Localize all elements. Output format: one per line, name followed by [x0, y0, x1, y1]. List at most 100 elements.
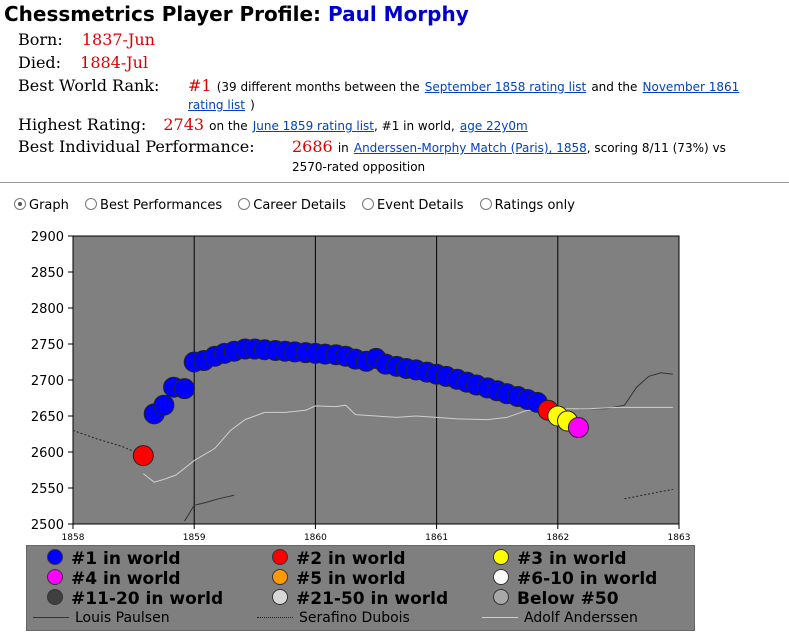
legend-line-paulsen: Louis Paulsen — [33, 610, 170, 626]
magenta-dot-icon — [47, 569, 63, 585]
legend-label: #4 in world — [71, 569, 181, 589]
november-1861-link[interactable]: November 1861 — [642, 80, 740, 94]
highest-rating-row: Highest Rating: 2743 on the June 1859 ra… — [18, 115, 528, 134]
title-prefix: Chessmetrics Player Profile: — [4, 2, 322, 26]
legend-label: #6-10 in world — [517, 569, 658, 589]
data-point — [153, 394, 175, 416]
radio-ratings-only[interactable]: Ratings only — [479, 198, 575, 213]
born-label: Born: — [18, 30, 63, 49]
view-options: Graph Best Performances Career Details E… — [14, 198, 587, 213]
legend-entry-rank-2: #2 in world — [272, 549, 406, 569]
y-tick-label: 2500 — [31, 518, 64, 533]
died-value: 1884-Jul — [80, 53, 149, 72]
gray-dot-icon — [493, 589, 509, 605]
radio-unselected-icon[interactable] — [362, 198, 375, 210]
legend-line-dubois: Serafino Dubois — [257, 610, 410, 626]
y-tick-label: 2550 — [31, 482, 64, 497]
best-performance-text1: in — [337, 141, 349, 155]
best-performance-text2: , scoring 8/11 (73%) vs — [586, 141, 726, 155]
best-rank-row: Best World Rank: — [18, 76, 159, 95]
best-rank-detail: #1 (39 different months between the Sept… — [188, 76, 739, 95]
legend-entry-rank-5: #5 in world — [272, 569, 406, 589]
radio-unselected-icon[interactable] — [238, 198, 251, 210]
born-value: 1837-Jun — [81, 30, 155, 49]
solid-line-icon — [33, 617, 69, 618]
y-tick-label: 2850 — [31, 266, 64, 281]
born-row: Born: 1837-Jun — [18, 30, 155, 49]
legend-entry-rank-21-50: #21-50 in world — [272, 589, 448, 609]
best-rank-label: Best World Rank: — [18, 76, 160, 95]
x-tick-label: 1861 — [425, 533, 448, 542]
dotted-line-icon — [257, 617, 293, 618]
november-1861-link-line2[interactable]: rating list — [188, 98, 245, 112]
anderssen-morphy-match-link[interactable]: Anderssen-Morphy Match (Paris), 1858 — [353, 141, 587, 155]
legend-label: #5 in world — [296, 569, 406, 589]
light-gray-dot-icon — [272, 589, 288, 605]
june-1859-link[interactable]: June 1859 rating list — [252, 119, 375, 133]
best-performance-label: Best Individual Performance: — [18, 137, 255, 156]
radio-graph[interactable]: Graph — [14, 198, 69, 213]
legend-line-label: Adolf Anderssen — [524, 610, 638, 626]
data-point — [174, 378, 196, 400]
highest-rating-text2: , #1 in world, — [374, 119, 455, 133]
radio-label: Best Performances — [100, 198, 223, 213]
series-line-louis-paulsen — [578, 372, 673, 410]
best-rank-text2: and the — [591, 80, 638, 94]
age-link[interactable]: age 22y0m — [459, 119, 528, 133]
radio-event-details[interactable]: Event Details — [362, 198, 464, 213]
legend-line-anderssen: Adolf Anderssen — [482, 610, 638, 626]
legend-label: #1 in world — [71, 549, 181, 569]
yellow-dot-icon — [493, 549, 509, 565]
legend-entry-rank-4: #4 in world — [47, 569, 181, 589]
best-performance-row: Best Individual Performance: — [18, 137, 255, 156]
x-tick-label: 1863 — [668, 533, 691, 542]
radio-selected-icon[interactable] — [14, 198, 26, 210]
data-point — [132, 445, 154, 467]
radio-label: Ratings only — [494, 198, 575, 213]
x-tick-label: 1860 — [304, 533, 327, 542]
plot-area — [72, 235, 680, 525]
highest-rating-label: Highest Rating: — [18, 115, 147, 134]
legend-label: #2 in world — [296, 549, 406, 569]
legend-line-label: Serafino Dubois — [299, 610, 410, 626]
died-label: Died: — [18, 53, 62, 72]
y-tick-label: 2700 — [31, 374, 64, 389]
data-point — [567, 417, 589, 439]
radio-unselected-icon[interactable] — [479, 198, 492, 210]
radio-unselected-icon[interactable] — [85, 198, 98, 210]
september-1858-link[interactable]: September 1858 rating list — [424, 80, 587, 94]
legend-line-label: Louis Paulsen — [75, 610, 170, 626]
x-tick-label: 1858 — [62, 533, 85, 542]
best-performance-text3: 2570-rated opposition — [292, 160, 426, 174]
best-rank-value: #1 — [188, 76, 212, 95]
legend-entry-rank-6-10: #6-10 in world — [493, 569, 657, 589]
best-rank-text3: ) — [250, 98, 255, 112]
y-tick-label: 2900 — [31, 230, 64, 245]
dark-gray-dot-icon — [47, 589, 63, 605]
series-line-serafino-dubois — [72, 429, 144, 457]
radio-best-performances[interactable]: Best Performances — [85, 198, 222, 213]
red-dot-icon — [272, 549, 288, 565]
radio-career-details[interactable]: Career Details — [238, 198, 346, 213]
best-rank-text1: (39 different months between the — [216, 80, 420, 94]
legend-label: #3 in world — [517, 549, 627, 569]
white-dot-icon — [493, 569, 509, 585]
x-tick-label: 1862 — [546, 533, 569, 542]
legend-entry-rank-11-20: #11-20 in world — [47, 589, 223, 609]
light-line-icon — [482, 617, 518, 618]
x-tick-label: 1859 — [183, 533, 206, 542]
y-tick-label: 2800 — [31, 302, 64, 317]
series-line-louis-paulsen — [184, 494, 235, 522]
section-divider — [0, 182, 789, 183]
legend: #1 in world #2 in world #3 in world #4 i… — [26, 545, 695, 631]
died-row: Died: 1884-Jul — [18, 53, 148, 72]
rating-chart: 2500 2550 2600 2650 2700 2750 2800 2850 2900 1858… — [31, 230, 691, 542]
radio-label: Graph — [29, 198, 69, 213]
y-tick-label: 2750 — [31, 338, 64, 353]
legend-entry-rank-3: #3 in world — [493, 549, 627, 569]
radio-label: Event Details — [377, 198, 464, 213]
legend-label: #11-20 in world — [71, 589, 224, 609]
legend-label: #21-50 in world — [296, 589, 449, 609]
orange-dot-icon — [272, 569, 288, 585]
radio-label: Career Details — [253, 198, 346, 213]
